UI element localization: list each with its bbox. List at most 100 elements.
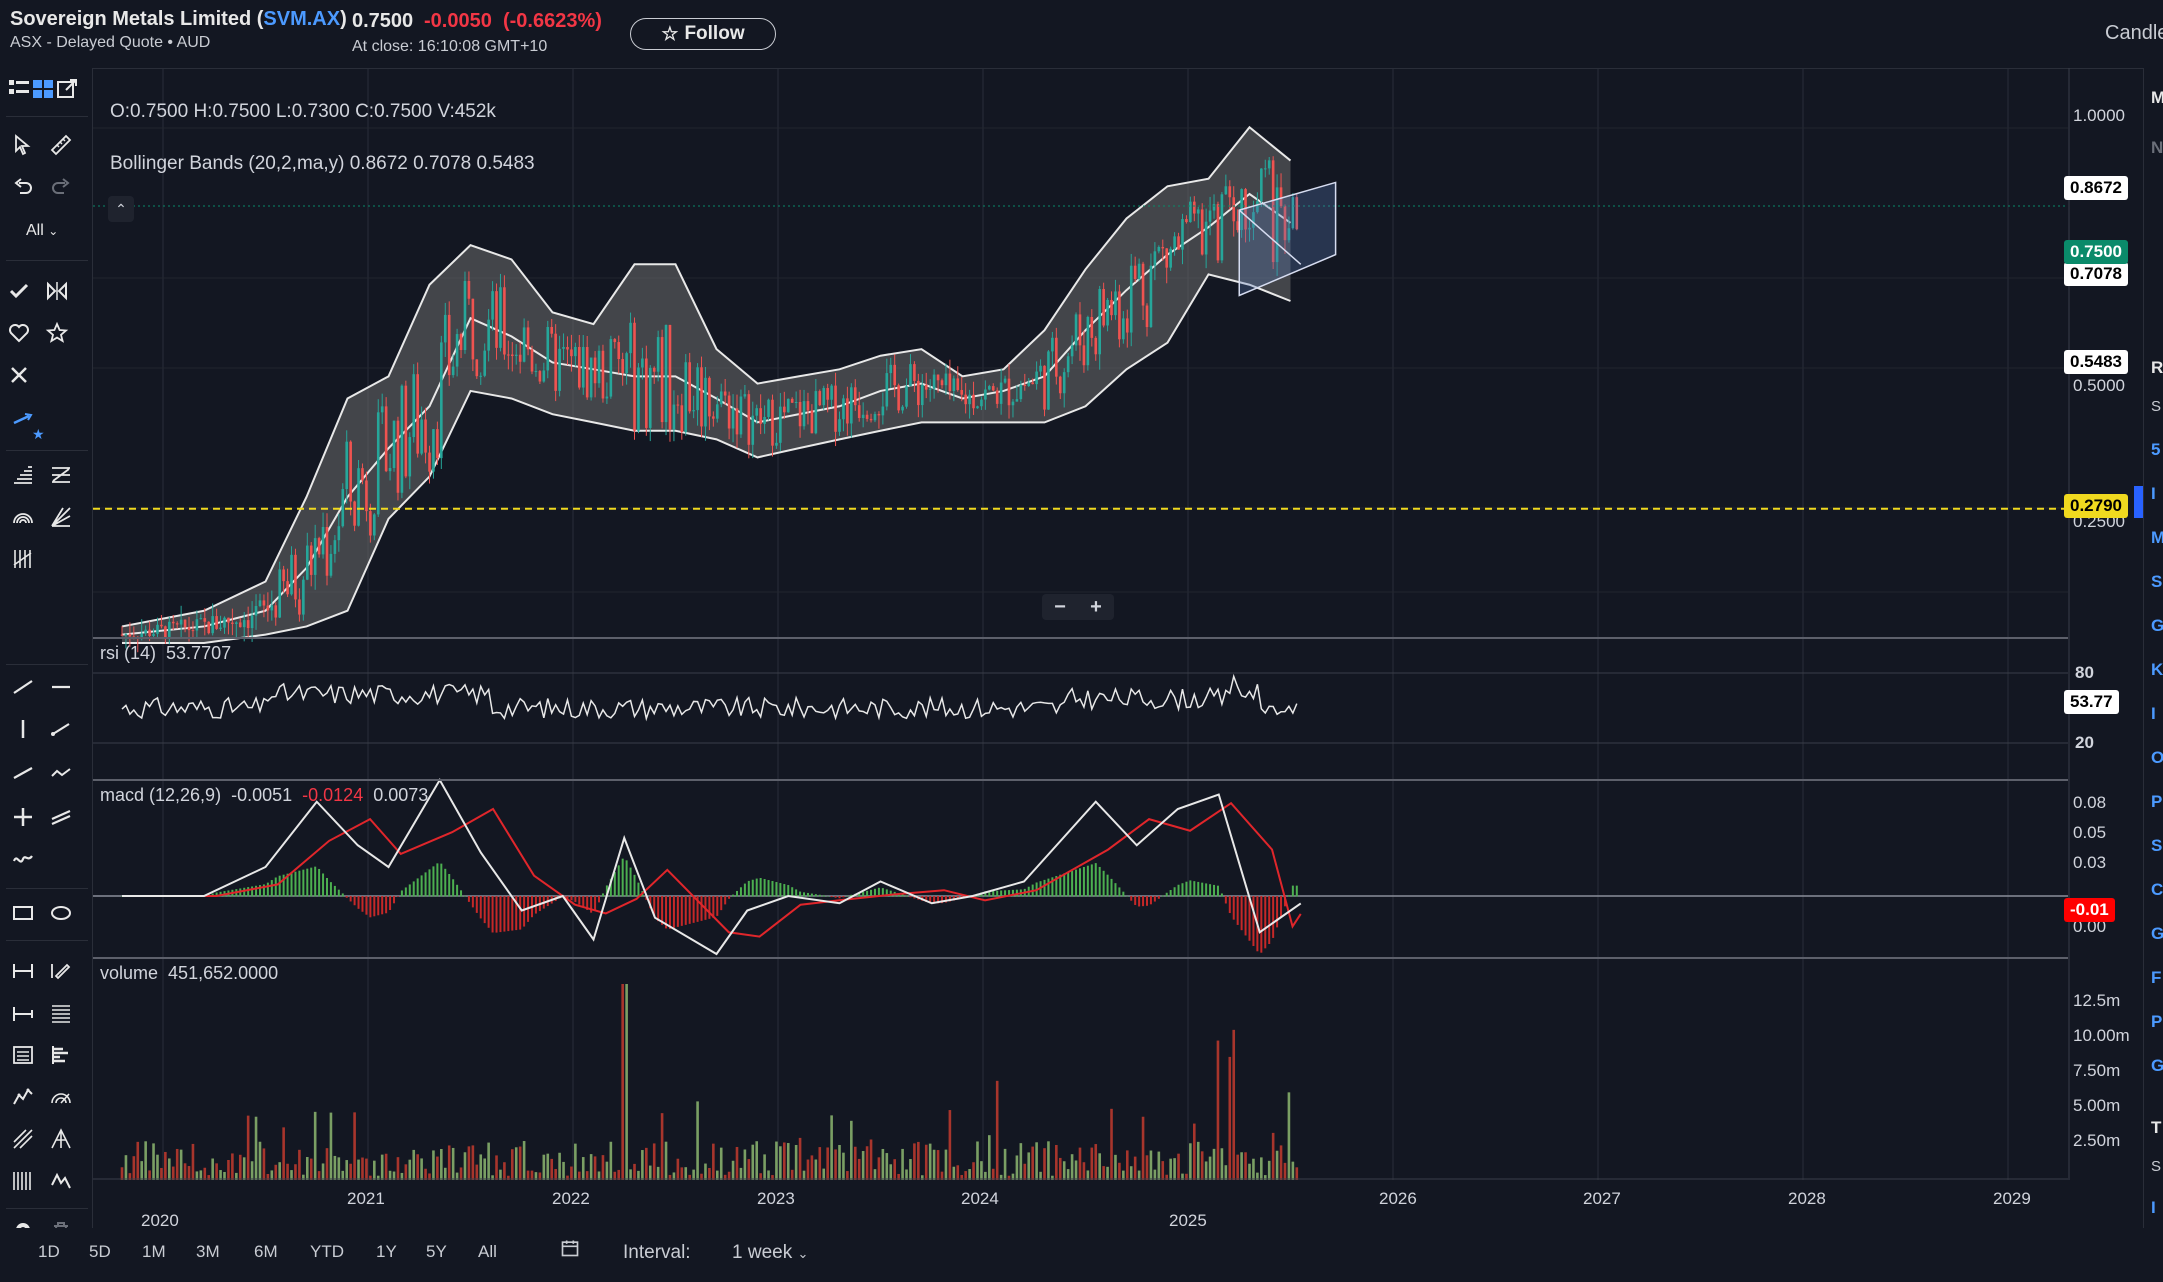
trend-arrow-icon[interactable]	[8, 404, 38, 434]
layout-list-icon[interactable]	[4, 74, 34, 104]
macd-histogram-bar	[743, 883, 746, 897]
collapse-legend-button[interactable]: ⌃	[108, 196, 134, 222]
stock-chart[interactable]	[93, 68, 2143, 1180]
fib-arc-icon[interactable]	[8, 502, 38, 532]
pencil-icon[interactable]	[46, 956, 76, 986]
macd-histogram-bar	[751, 879, 754, 897]
candle-body	[873, 414, 877, 421]
undo-icon[interactable]	[8, 172, 38, 202]
chevron-down-icon: ⌄	[797, 1246, 809, 1261]
volume-profile-icon[interactable]	[46, 1040, 76, 1070]
candle-body	[128, 634, 132, 637]
follow-button[interactable]: ☆ Follow	[630, 18, 776, 50]
fib-retracement-icon[interactable]	[46, 998, 76, 1028]
parallel-channel-icon[interactable]	[46, 460, 76, 490]
gann-fan-icon[interactable]	[46, 502, 76, 532]
macd-histogram-bar	[333, 885, 336, 897]
redo-icon[interactable]	[46, 172, 76, 202]
rectangle-icon[interactable]	[8, 898, 38, 928]
macd-histogram-bar	[767, 880, 770, 897]
volume-bar	[873, 1169, 877, 1180]
range-3m-button[interactable]: 3M	[196, 1242, 220, 1261]
ruler-icon[interactable]	[46, 130, 76, 160]
brush-icon[interactable]	[8, 844, 38, 874]
parallel-lines-icon[interactable]	[46, 802, 76, 832]
heart-icon[interactable]	[4, 318, 34, 348]
star-icon[interactable]	[42, 318, 72, 348]
gann-box-icon[interactable]	[46, 1124, 76, 1154]
alert-level-label[interactable]: 0.2790	[2064, 494, 2128, 518]
interval-select[interactable]: 1 week ⌄	[732, 1242, 809, 1263]
candle-body	[743, 394, 747, 397]
macd-histogram-bar	[909, 896, 912, 898]
candle-body	[574, 346, 577, 357]
macd-histogram-bar	[302, 869, 305, 897]
text-block-icon[interactable]	[8, 1040, 38, 1070]
close-icon[interactable]	[4, 360, 34, 390]
chart-type-selector[interactable]: Candle	[2105, 22, 2163, 44]
alert-handle[interactable]	[2134, 486, 2143, 518]
volume-bar	[865, 1146, 869, 1180]
fib-speed-icon[interactable]	[46, 1082, 76, 1112]
elliott-wave-icon[interactable]	[46, 1166, 76, 1196]
range-1m-button[interactable]: 1M	[142, 1242, 166, 1261]
popout-icon[interactable]	[52, 74, 82, 104]
range-ytd-button[interactable]: YTD	[310, 1242, 344, 1261]
candle-body	[384, 406, 388, 472]
range-5y-button[interactable]: 5Y	[426, 1242, 447, 1261]
cycle-lines-icon[interactable]	[8, 1166, 38, 1196]
drawing-filter[interactable]: All ⌄	[26, 222, 59, 239]
volume-bar	[885, 1153, 889, 1180]
candle-body	[1039, 365, 1042, 372]
macd-histogram-bar	[1185, 881, 1188, 897]
macd-histogram-bar	[933, 896, 936, 904]
range-1d-button[interactable]: 1D	[38, 1242, 60, 1261]
range-all-button[interactable]: All	[478, 1242, 497, 1261]
ray-icon[interactable]	[46, 714, 76, 744]
candle-body	[692, 410, 695, 412]
bb-mid-label: 0.7078	[2064, 262, 2128, 286]
date-range-icon[interactable]	[8, 956, 38, 986]
checkmark-icon[interactable]	[4, 276, 34, 306]
fib-time-icon[interactable]	[8, 544, 38, 574]
calendar-icon[interactable]	[560, 1238, 582, 1260]
volume-bar	[767, 1170, 770, 1180]
interval-label: Interval:	[623, 1242, 691, 1263]
volume-bar	[317, 1171, 321, 1180]
candle-body	[940, 380, 944, 386]
layout-grid-icon[interactable]	[28, 74, 58, 104]
volume-bar	[692, 1169, 695, 1180]
volume-bar	[566, 1175, 569, 1180]
pattern-icon[interactable]	[8, 1082, 38, 1112]
mirror-icon[interactable]	[42, 276, 72, 306]
ellipse-icon[interactable]	[46, 898, 76, 928]
trendline-icon[interactable]	[8, 672, 38, 702]
candle-body	[144, 629, 147, 634]
cursor-icon[interactable]	[8, 130, 38, 160]
volume-bar	[759, 1173, 762, 1180]
candle-body	[357, 468, 360, 526]
zoom-out-button[interactable]: −	[1054, 595, 1066, 618]
fib-channel-icon[interactable]	[8, 1124, 38, 1154]
macd-histogram-bar	[877, 887, 880, 897]
macd-histogram-bar	[460, 890, 463, 897]
candle-body	[1153, 251, 1157, 266]
ticker-link[interactable]: SVM.AX	[263, 8, 341, 30]
range-6m-button[interactable]: 6M	[254, 1242, 278, 1261]
zoom-in-button[interactable]: +	[1090, 595, 1102, 618]
macd-histogram-bar	[1011, 889, 1014, 897]
range-5d-button[interactable]: 5D	[89, 1242, 111, 1261]
polyline-icon[interactable]	[46, 758, 76, 788]
extended-line-icon[interactable]	[8, 758, 38, 788]
range-1y-button[interactable]: 1Y	[376, 1242, 397, 1261]
candle-body	[948, 373, 952, 392]
vertical-line-icon[interactable]	[8, 714, 38, 744]
crosshair-icon[interactable]	[8, 802, 38, 832]
macd-histogram-bar	[858, 892, 861, 897]
candle-body	[1051, 337, 1054, 352]
macd-histogram-bar	[590, 896, 593, 913]
horizontal-line-icon[interactable]	[46, 672, 76, 702]
pitchfork-icon[interactable]	[8, 460, 38, 490]
volume-bar	[507, 1175, 510, 1180]
price-range-icon[interactable]	[8, 998, 38, 1028]
